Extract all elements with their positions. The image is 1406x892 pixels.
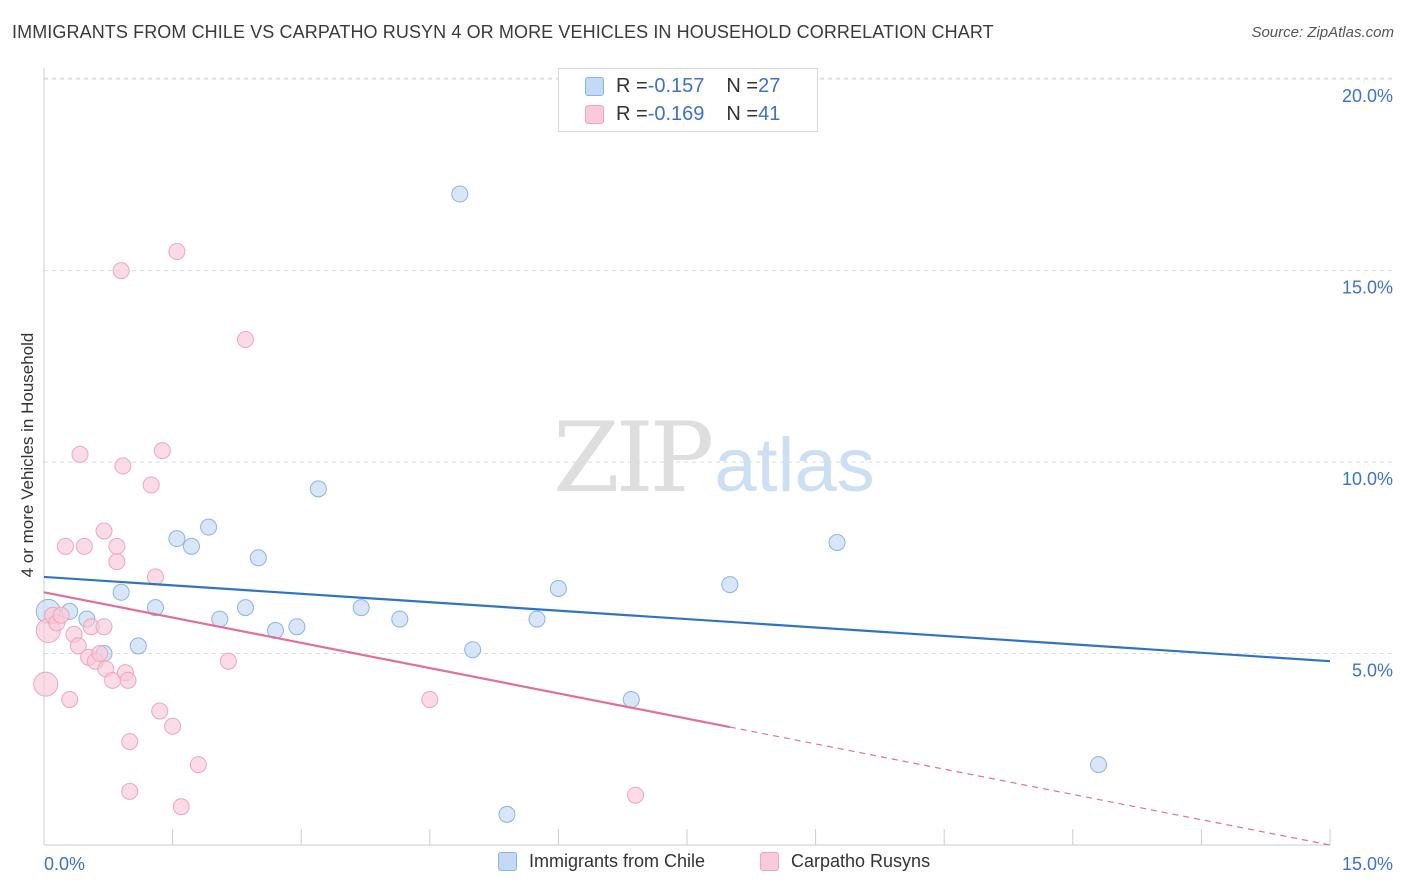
correlation-legend: R = -0.157 N = 27 R = -0.169 N = 41 xyxy=(558,68,818,132)
chile-point xyxy=(168,530,186,548)
legend-r-label: R = xyxy=(616,102,648,125)
rusyn-trend-line xyxy=(43,591,731,729)
rusyn-point xyxy=(153,442,171,460)
x-tick-label: 15.0% xyxy=(1342,854,1393,874)
rusyn-point xyxy=(219,652,237,670)
rusyn-point xyxy=(95,522,113,540)
y-tick-label: 10.0% xyxy=(1342,469,1393,489)
chile-point xyxy=(236,599,254,617)
rusyn-point xyxy=(69,637,87,655)
legend-label-chile: Immigrants from Chile xyxy=(529,851,706,871)
rusyn-point xyxy=(151,702,169,720)
chile-point xyxy=(549,579,567,597)
legend-swatch-chile xyxy=(498,852,517,871)
legend-r-value: -0.157 xyxy=(647,74,705,97)
legend-swatch-chile xyxy=(585,76,604,96)
rusyn-point xyxy=(95,618,113,636)
chart-title: IMMIGRANTS FROM CHILE VS CARPATHO RUSYN … xyxy=(12,22,994,42)
rusyn-trend-line-extension xyxy=(729,726,1331,846)
legend-n-label: N = xyxy=(726,74,759,97)
legend-item-chile[interactable]: Immigrants from Chile xyxy=(498,851,705,872)
legend-row-rusyn: R = -0.169 N = 41 xyxy=(585,101,780,127)
legend-n-value: 41 xyxy=(758,102,781,125)
chile-point xyxy=(288,618,306,636)
legend-label-rusyn: Carpatho Rusyns xyxy=(791,851,931,871)
legend-row-chile: R = -0.157 N = 27 xyxy=(585,73,780,99)
chile-point xyxy=(721,576,739,594)
chile-point xyxy=(112,583,130,601)
chile-point xyxy=(828,533,846,551)
chile-point xyxy=(182,537,200,555)
rusyn-point xyxy=(168,242,186,260)
series-legend: Immigrants from Chile Carpatho Rusyns xyxy=(0,851,1406,879)
rusyn-point xyxy=(56,537,74,555)
rusyn-point xyxy=(172,798,190,816)
y-tick-label: 20.0% xyxy=(1342,86,1393,106)
rusyn-point xyxy=(164,717,182,735)
chile-point xyxy=(451,185,469,203)
chile-point xyxy=(498,805,516,823)
chile-point xyxy=(309,480,327,498)
legend-swatch-rusyn xyxy=(585,104,604,124)
chile-point xyxy=(528,610,546,628)
chile-point xyxy=(464,641,482,659)
rusyn-point xyxy=(142,476,160,494)
rusyn-point xyxy=(33,671,59,697)
watermark-atlas: atlas xyxy=(714,423,875,508)
y-tick-label: 5.0% xyxy=(1352,661,1393,681)
y-axis-label: 4 or more Vehicles in Household xyxy=(18,332,37,578)
legend-n-value: 27 xyxy=(758,74,781,97)
rusyn-point xyxy=(71,445,89,463)
legend-item-rusyn[interactable]: Carpatho Rusyns xyxy=(760,851,930,872)
chile-point xyxy=(391,610,409,628)
chile-point xyxy=(146,599,164,617)
rusyn-point xyxy=(189,756,207,774)
rusyn-point xyxy=(112,262,130,280)
legend-r-value: -0.169 xyxy=(647,102,705,125)
source-label: Source: ZipAtlas.com xyxy=(1251,24,1394,41)
rusyn-point xyxy=(121,733,139,751)
rusyn-point xyxy=(121,782,139,800)
rusyn-point xyxy=(146,568,164,586)
rusyn-point xyxy=(75,537,93,555)
rusyn-point xyxy=(108,537,126,555)
rusyn-point xyxy=(119,671,137,689)
rusyn-point xyxy=(114,457,132,475)
chile-point xyxy=(249,549,267,567)
watermark-zip: ZIP xyxy=(553,402,714,514)
chile-point xyxy=(129,637,147,655)
rusyn-point xyxy=(91,645,109,663)
rusyn-point xyxy=(61,690,79,708)
rusyn-point xyxy=(421,690,439,708)
x-tick-label: 0.0% xyxy=(44,854,85,874)
legend-r-label: R = xyxy=(616,74,648,97)
chile-point xyxy=(622,690,640,708)
watermark: ZIPatlas xyxy=(553,402,875,514)
rusyn-point xyxy=(108,553,126,571)
chile-point xyxy=(352,599,370,617)
rusyn-point xyxy=(627,786,645,804)
chile-trend-line xyxy=(43,575,1331,663)
legend-n-label: N = xyxy=(726,102,759,125)
chile-point xyxy=(1090,756,1108,774)
y-tick-label: 15.0% xyxy=(1342,278,1393,298)
rusyn-point xyxy=(236,331,254,349)
rusyn-point xyxy=(52,606,70,624)
legend-swatch-rusyn xyxy=(760,852,779,871)
chile-point xyxy=(200,518,218,536)
